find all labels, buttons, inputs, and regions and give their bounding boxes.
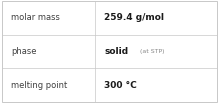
Text: solid: solid [104, 47, 128, 56]
Text: molar mass: molar mass [11, 13, 60, 22]
Text: 259.4 g/mol: 259.4 g/mol [104, 13, 164, 22]
Text: 300 °C: 300 °C [104, 81, 137, 90]
Text: melting point: melting point [11, 81, 67, 90]
Text: phase: phase [11, 47, 36, 56]
Text: (at STP): (at STP) [140, 49, 164, 54]
